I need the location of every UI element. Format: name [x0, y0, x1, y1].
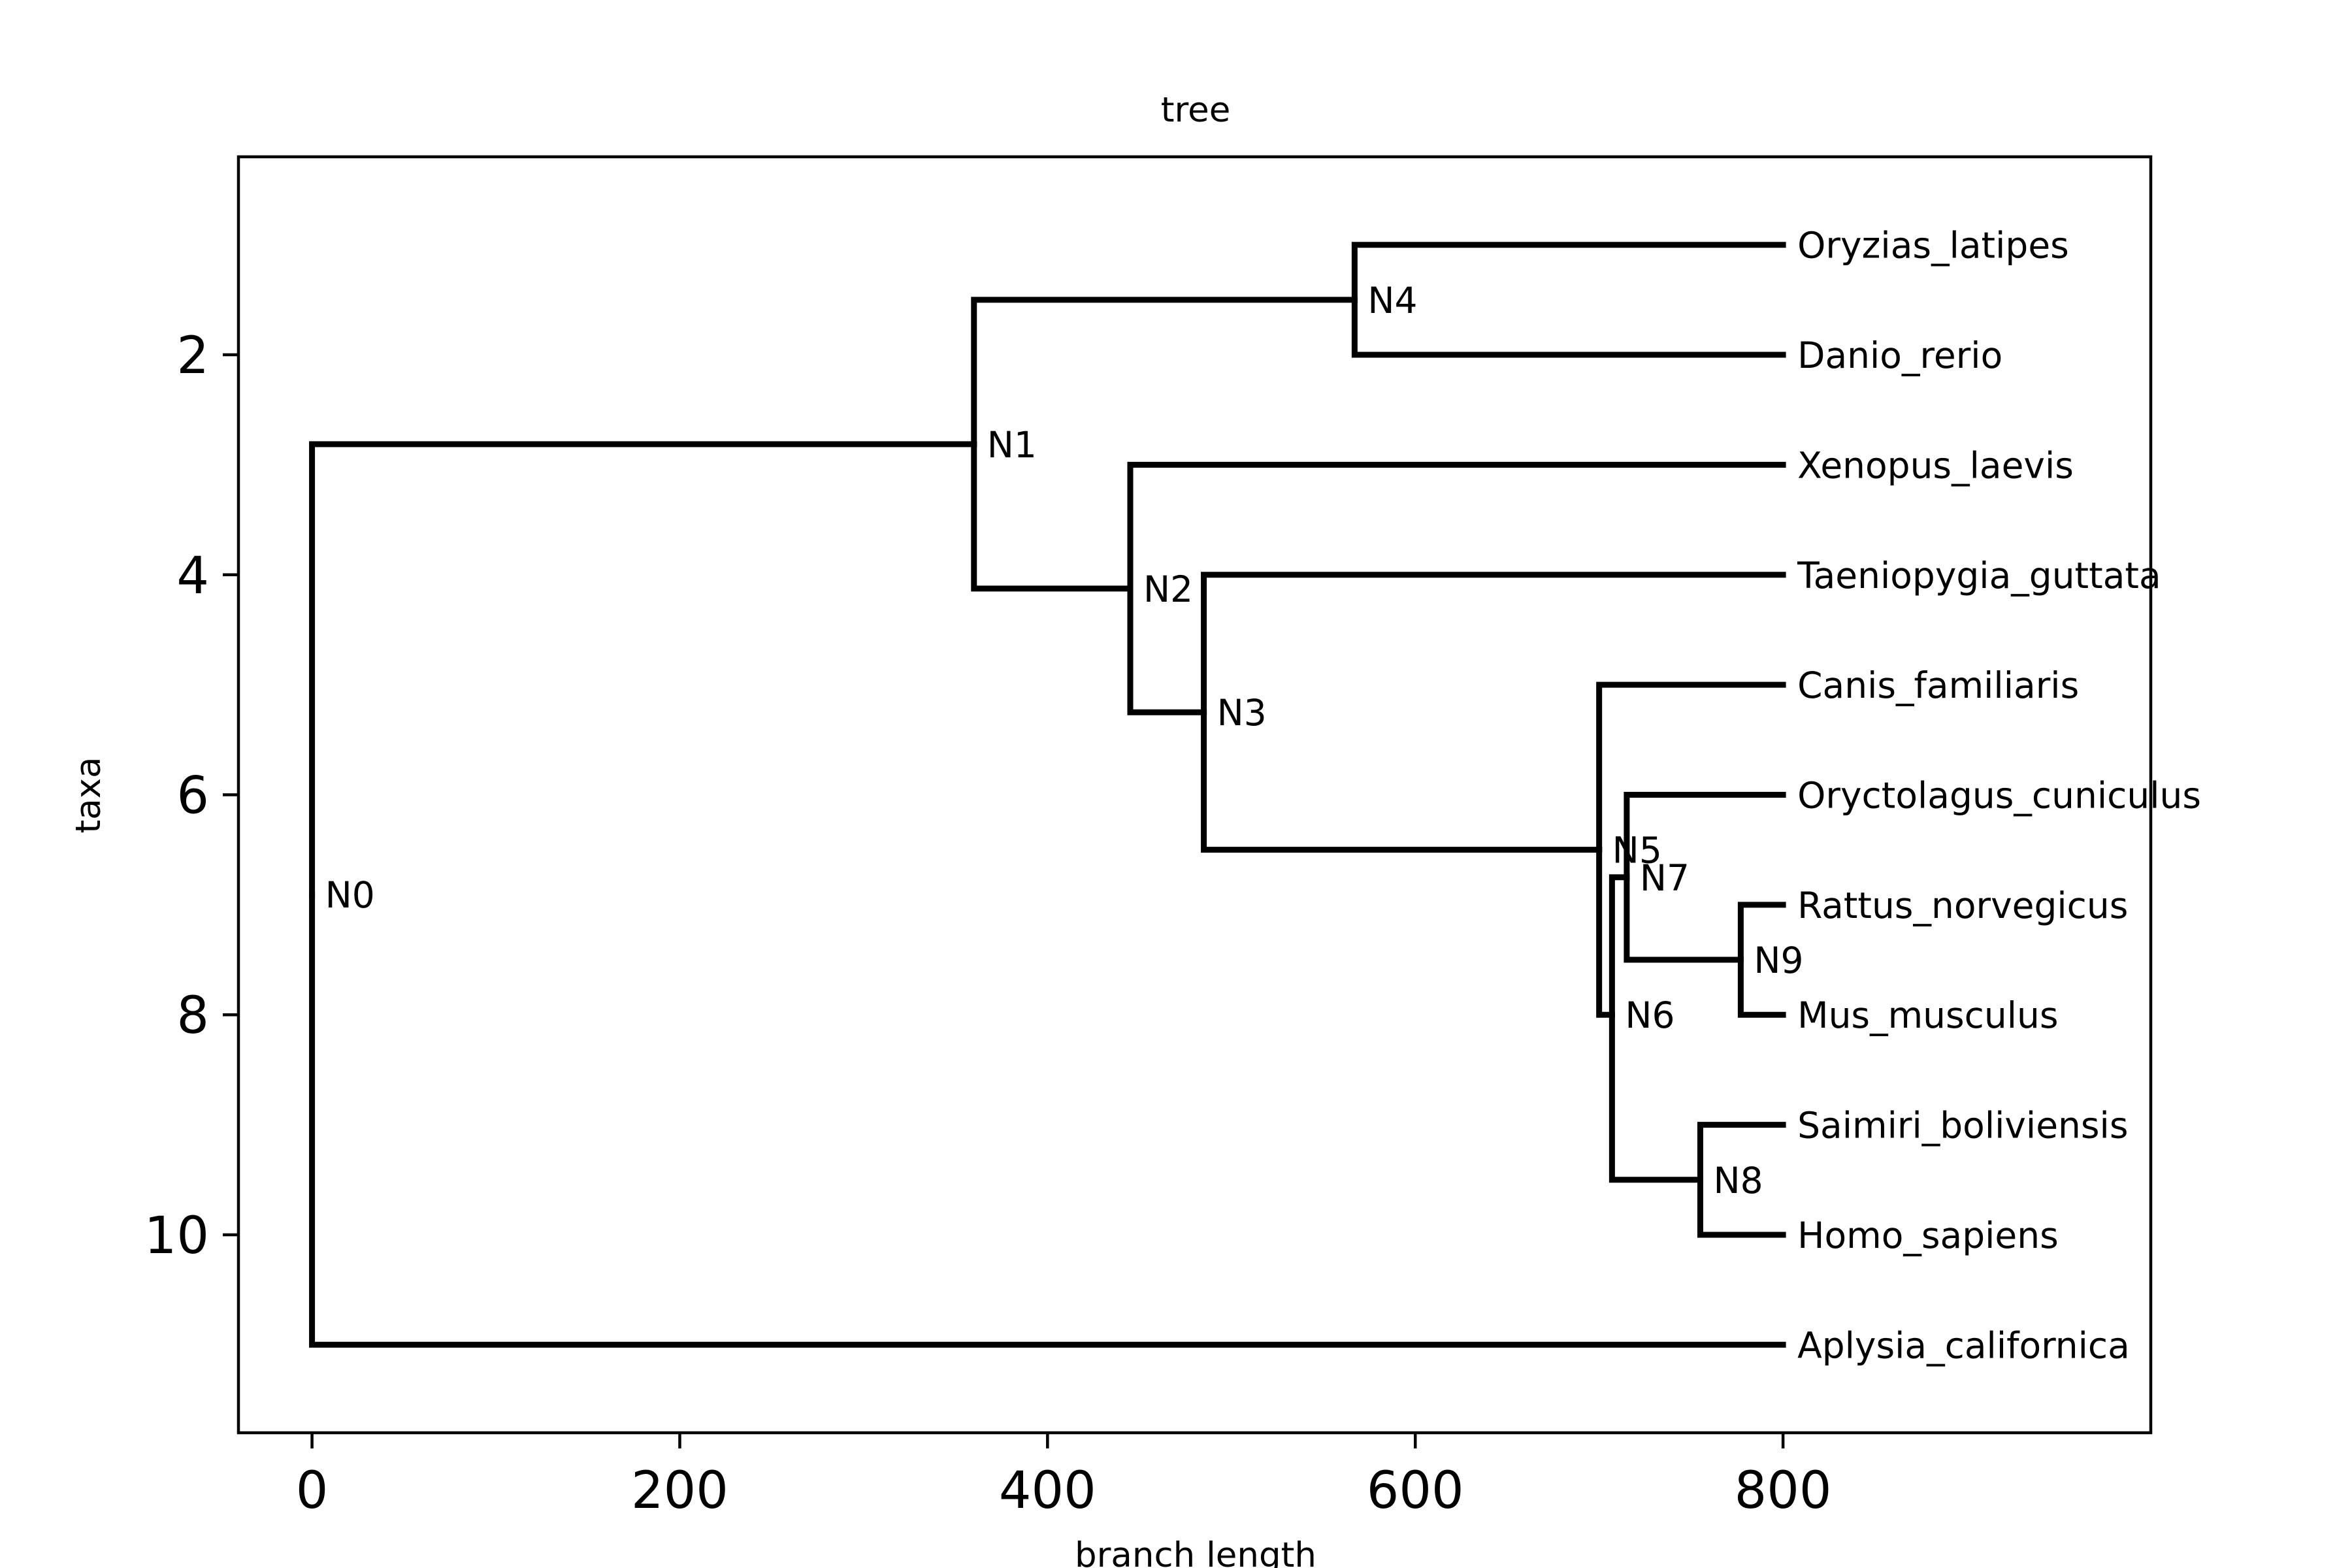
leaf-labels: Oryzias_latipes Danio_rerio Xenopus_laevis… — [1797, 225, 2201, 1367]
leaf-label: Oryzias_latipes — [1797, 225, 2069, 267]
branch-N1-N2 — [971, 441, 1134, 592]
x-axis-ticks: 0 200 400 600 800 — [296, 1433, 1832, 1520]
leaf-label: Mus_musculus — [1797, 994, 2058, 1036]
x-tick-label: 800 — [1735, 1462, 1832, 1520]
branch-N2-N3 — [1127, 585, 1207, 715]
x-axis-label: branch length — [1075, 1535, 1316, 1568]
x-tick-label: 0 — [296, 1462, 329, 1520]
branch-N4-Danio_rerio — [1351, 297, 1786, 358]
x-tick: 600 — [1367, 1433, 1464, 1520]
y-tick-label: 8 — [176, 987, 209, 1045]
leaf-label: Xenopus_laevis — [1797, 444, 2074, 486]
branch-N1-N4 — [971, 297, 1358, 448]
leaf-label: Oryctolagus_cuniculus — [1797, 775, 2201, 817]
branch-N7-N9 — [1624, 874, 1744, 963]
y-tick: 4 — [176, 547, 238, 606]
y-tick: 6 — [176, 767, 238, 826]
y-axis-label: taxa — [69, 757, 108, 833]
node-label-N4: N4 — [1367, 280, 1417, 321]
x-tick: 800 — [1735, 1433, 1832, 1520]
y-tick: 2 — [176, 327, 238, 385]
leaf-label: Saimiri_boliviensis — [1797, 1105, 2128, 1147]
node-label-N6: N6 — [1625, 994, 1674, 1036]
node-label-N0: N0 — [325, 874, 375, 916]
x-tick-label: 200 — [631, 1462, 728, 1520]
y-tick: 8 — [176, 987, 238, 1045]
branch-N2-Xenopus_laevis — [1127, 461, 1786, 592]
branch-N4-Oryzias_latipes — [1351, 242, 1786, 303]
leaf-label: Canis_familiaris — [1797, 664, 2079, 706]
y-tick-label: 10 — [144, 1207, 209, 1266]
x-tick-label: 600 — [1367, 1462, 1464, 1520]
leaf-label: Aplysia_californica — [1797, 1324, 2130, 1366]
branch-N6-N8 — [1609, 1011, 1703, 1183]
node-label-N2: N2 — [1143, 568, 1193, 610]
branch-N0-Aplysia_californica — [309, 891, 1786, 1348]
branch-N0-N1 — [309, 441, 977, 898]
node-label-N7: N7 — [1640, 857, 1690, 899]
branch-N8-Homo_sapiens — [1697, 1177, 1786, 1238]
leaf-label: Danio_rerio — [1797, 335, 2002, 376]
x-tick-label: 400 — [999, 1462, 1096, 1520]
y-tick-label: 2 — [176, 327, 209, 385]
internal-node-labels: N0 N1 N2 N3 N4 N5 N6 N7 N8 N9 — [325, 280, 1804, 1201]
leaf-label: Rattus_norvegicus — [1797, 885, 2128, 926]
x-tick: 400 — [999, 1433, 1096, 1520]
branch-N8-Saimiri_boliviensis — [1697, 1122, 1786, 1183]
x-tick: 0 — [296, 1433, 329, 1520]
x-tick: 200 — [631, 1433, 728, 1520]
node-label-N8: N8 — [1713, 1160, 1763, 1201]
y-tick: 10 — [144, 1207, 238, 1266]
branches — [309, 242, 1786, 1348]
branch-N5-N6 — [1596, 847, 1615, 1018]
branch-N7-Oryctolagus_cuniculus — [1624, 792, 1786, 881]
branch-N6-N7 — [1609, 874, 1630, 1018]
y-tick-label: 4 — [176, 547, 209, 606]
branch-N9-Rattus_norvegicus — [1737, 902, 1786, 963]
branch-N9-Mus_musculus — [1737, 956, 1786, 1018]
leaf-label: Taeniopygia_guttata — [1797, 555, 2161, 596]
node-label-N5: N5 — [1612, 830, 1662, 872]
chart-title: tree — [1161, 90, 1231, 130]
node-label-N1: N1 — [987, 424, 1037, 466]
y-tick-label: 6 — [176, 767, 209, 826]
branch-N3-N5 — [1201, 709, 1603, 853]
y-axis-ticks: 2 4 6 8 10 — [144, 327, 238, 1266]
branch-N3-Taeniopygia_guttata — [1201, 572, 1786, 715]
node-label-N3: N3 — [1217, 692, 1267, 734]
leaf-label: Homo_sapiens — [1797, 1215, 2059, 1256]
branch-N5-Canis_familiaris — [1596, 681, 1786, 853]
node-label-N9: N9 — [1754, 939, 1803, 981]
